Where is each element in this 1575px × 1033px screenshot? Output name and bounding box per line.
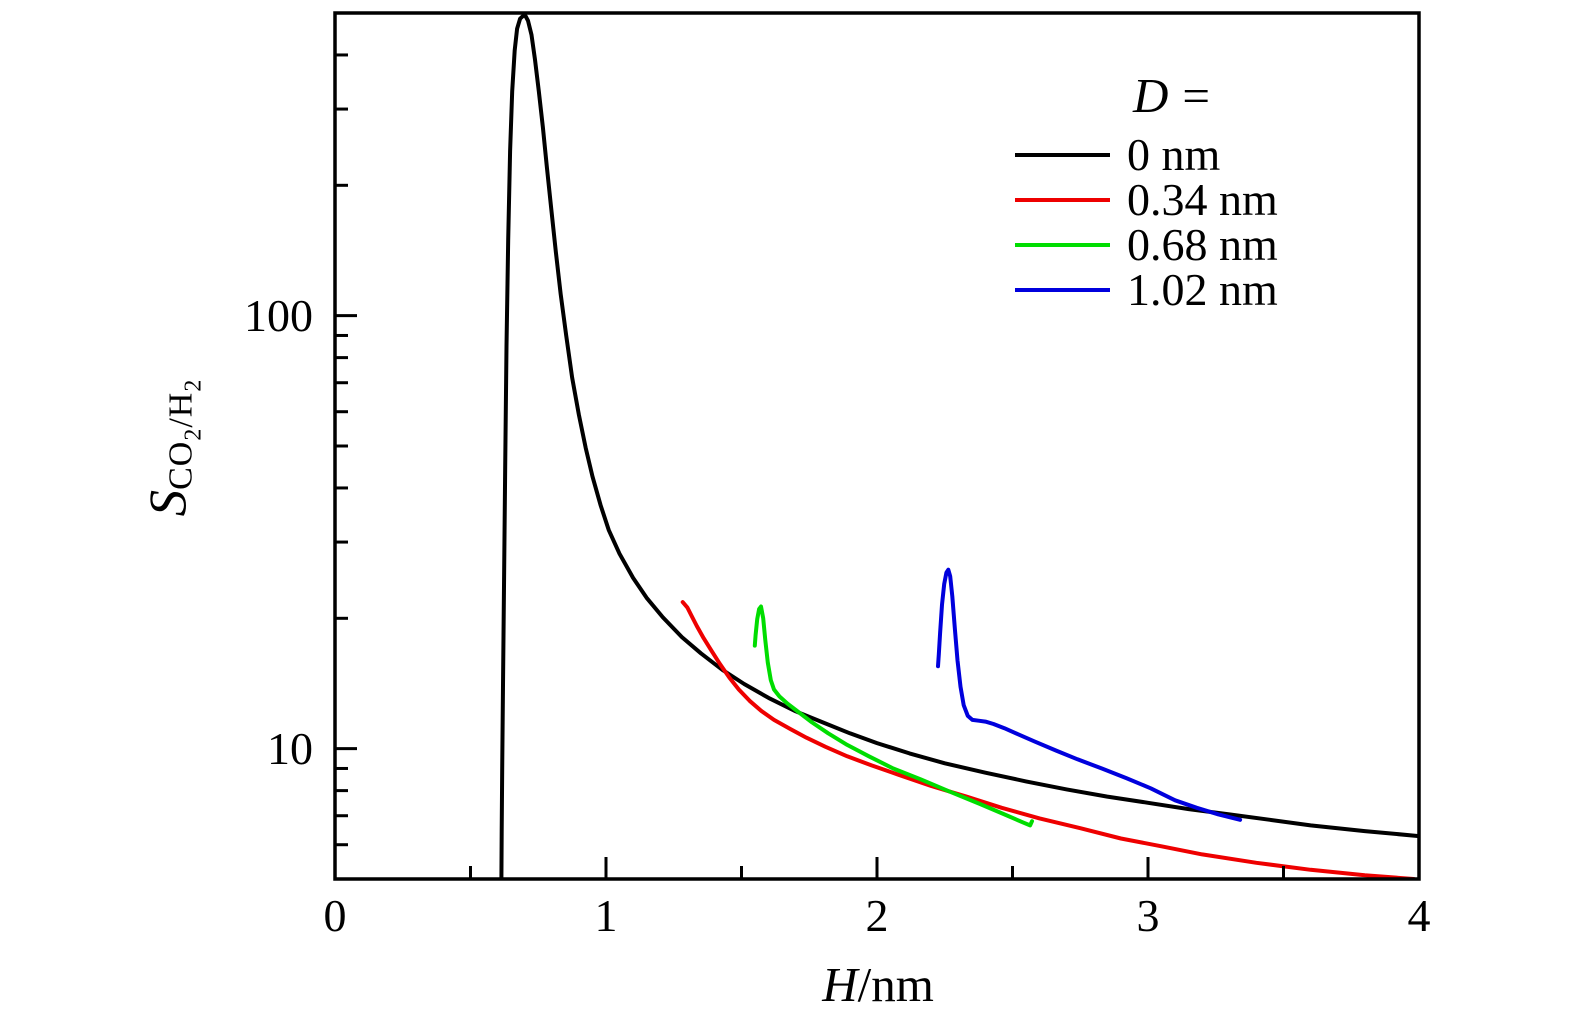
legend-item-102nm: 1.02 nm bbox=[1015, 264, 1278, 315]
x-tick-label-1: 1 bbox=[594, 890, 618, 941]
x-tick-label-0: 0 bbox=[323, 890, 347, 941]
y-axis-label-sub-co2: 2 bbox=[180, 427, 206, 441]
legend-item-068nm: 0.68 nm bbox=[1015, 219, 1278, 270]
legend-line-034nm bbox=[1015, 197, 1110, 202]
legend-label-034nm: 0.34 nm bbox=[1127, 174, 1278, 225]
legend-line-102nm bbox=[1015, 287, 1110, 292]
legend-label-068nm: 0.68 nm bbox=[1127, 219, 1278, 270]
legend-label-0nm: 0 nm bbox=[1127, 129, 1221, 180]
legend-item-0nm: 0 nm bbox=[1015, 129, 1278, 180]
x-axis-label-unit: /nm bbox=[857, 957, 934, 1012]
x-axis-label-symbol: H bbox=[822, 957, 858, 1012]
y-axis-label-sub-co: CO bbox=[162, 440, 199, 490]
x-tick-label-4: 4 bbox=[1407, 890, 1431, 941]
x-tick-label-3: 3 bbox=[1136, 890, 1160, 941]
legend-item-034nm: 0.34 nm bbox=[1015, 174, 1278, 225]
plot-frame bbox=[333, 11, 1421, 881]
y-tick-label-100: 100 bbox=[244, 289, 313, 341]
series-line-0-nm bbox=[499, 13, 1419, 879]
legend-label-102nm: 1.02 nm bbox=[1127, 264, 1278, 315]
y-axis-label-symbol: S bbox=[139, 489, 197, 517]
x-tick-label-2: 2 bbox=[865, 890, 889, 941]
x-axis-label: H/nm bbox=[728, 956, 1028, 1013]
series-line-1-02-nm bbox=[936, 567, 1243, 822]
y-axis-label-sub-h: /H bbox=[162, 391, 199, 428]
legend: D = 0 nm 0.34 nm 0.68 nm 1.02 nm bbox=[1015, 58, 1278, 315]
legend-line-068nm bbox=[1015, 242, 1110, 247]
legend-line-0nm bbox=[1015, 152, 1110, 157]
legend-title: D = bbox=[1133, 58, 1278, 132]
series-line-0-34-nm bbox=[680, 600, 1416, 879]
series-line-0-68-nm bbox=[752, 604, 1034, 828]
y-axis-label-sub-h2: 2 bbox=[180, 378, 206, 392]
y-tick-label-10: 10 bbox=[267, 722, 313, 774]
legend-title-equals: = bbox=[1182, 67, 1211, 123]
legend-title-symbol: D bbox=[1133, 67, 1169, 123]
